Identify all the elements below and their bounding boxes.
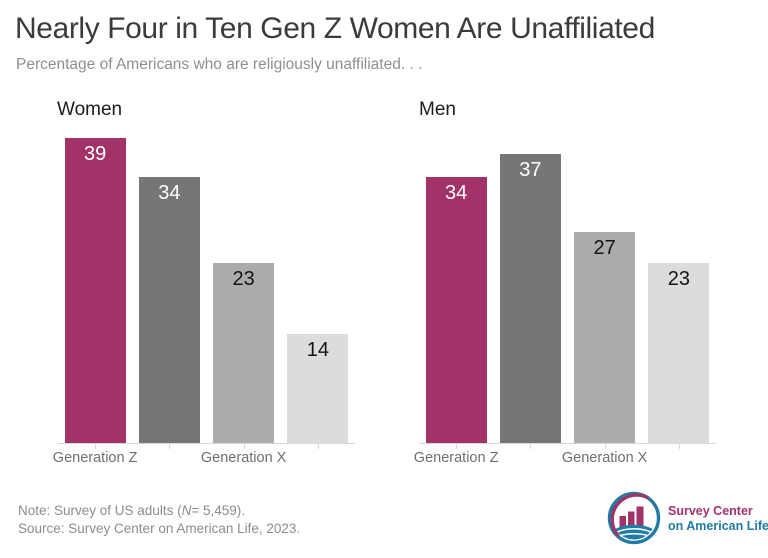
bar-value-label: 27: [593, 237, 616, 260]
footnotes: Note: Survey of US adults (N= 5,459). So…: [18, 502, 300, 538]
bar-value-label: 34: [158, 182, 181, 205]
bar-value-label: 34: [445, 182, 468, 205]
axis-tick: [317, 444, 319, 449]
bar: 27: [574, 232, 636, 444]
bar: 37: [499, 153, 561, 444]
bar: 39: [64, 137, 126, 444]
logo-line-1: Survey Center: [668, 504, 753, 518]
bar: 34: [138, 177, 200, 444]
x-axis-line: [419, 443, 716, 444]
x-axis-label: Generation Z: [413, 450, 499, 466]
axis-tick: [456, 444, 458, 449]
bar-value-label: 37: [519, 158, 542, 181]
panel-title-men: Men: [419, 99, 456, 120]
bar: 23: [213, 263, 275, 444]
bar-value-label: 14: [306, 339, 329, 362]
x-axis-label: Generation X: [200, 450, 287, 466]
axis-tick: [169, 444, 171, 449]
logo-circle-icon: [607, 491, 661, 545]
page-subtitle: Percentage of Americans who are religiou…: [16, 56, 423, 73]
logo-wordmark: Survey Center on American Life: [668, 504, 768, 534]
axis-tick: [243, 444, 245, 449]
axis-tick: [530, 444, 532, 449]
page-title: Nearly Four in Ten Gen Z Women Are Unaff…: [15, 12, 655, 45]
bar-value-label: 23: [232, 268, 255, 291]
logo-line-2: on American Life: [668, 519, 768, 533]
bar: 23: [648, 263, 710, 444]
x-axis-line: [58, 443, 355, 444]
axis-tick: [95, 444, 97, 449]
source-line: Source: Survey Center on American Life, …: [18, 521, 301, 536]
bar: 14: [287, 334, 349, 444]
bar-chart-men: 34 37 27 23 Generation Z Generation X: [414, 130, 716, 466]
bar-chart-women: 39 34 23 14 Generation Z Generation X: [53, 130, 355, 466]
org-logo: Survey Center on American Life: [605, 489, 768, 547]
x-axis-label: Generation Z: [52, 450, 138, 466]
bar: 34: [425, 177, 487, 444]
bar-value-label: 23: [667, 268, 690, 291]
bar-value-label: 39: [84, 142, 107, 165]
x-axis-label: Generation X: [561, 450, 648, 466]
note-line: Note: Survey of US adults (N= 5,459).: [18, 503, 245, 518]
panel-title-women: Women: [57, 99, 123, 120]
axis-tick: [678, 444, 680, 449]
axis-tick: [604, 444, 606, 449]
